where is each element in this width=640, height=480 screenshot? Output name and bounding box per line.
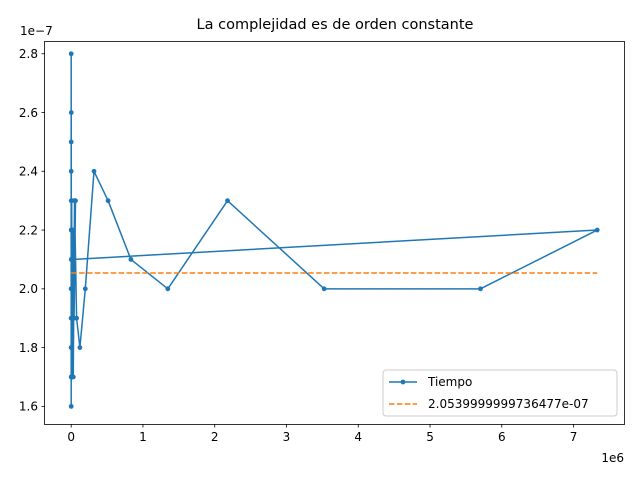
data-point	[70, 227, 76, 233]
x-tick-label: 4	[354, 430, 362, 444]
plot-area	[68, 51, 600, 409]
data-point	[70, 374, 75, 380]
data-point	[91, 168, 97, 174]
x-tick-label: 2	[211, 430, 219, 444]
data-point	[68, 168, 74, 174]
data-point	[225, 198, 230, 204]
y-tick-label: 1.6	[19, 400, 38, 414]
data-point	[594, 227, 600, 233]
x-tick-label: 0	[67, 430, 75, 444]
y-tick-label: 2.4	[19, 165, 38, 179]
y-tick-label: 2.2	[19, 223, 38, 237]
data-point	[165, 286, 171, 292]
y-tick-label: 2.6	[19, 106, 38, 120]
data-point	[478, 286, 483, 292]
legend-box	[382, 369, 618, 417]
y-tick-label: 2.8	[19, 47, 38, 61]
y-tick-label: 1.8	[19, 341, 38, 355]
data-point	[68, 139, 74, 145]
data-point	[77, 345, 83, 350]
data-point	[73, 198, 78, 204]
data-point	[68, 345, 74, 350]
data-point	[128, 257, 134, 262]
x-tick-label: 3	[283, 430, 291, 444]
x-tick-label: 7	[570, 430, 578, 444]
legend: Tiempo 2.0539999999736477e-07	[382, 369, 618, 417]
y-offset-label: 1e−7	[20, 24, 53, 38]
x-tick-label: 1	[139, 430, 147, 444]
x-tick-label: 5	[426, 430, 434, 444]
data-point	[71, 315, 77, 321]
legend-label-tiempo: Tiempo	[427, 375, 472, 389]
axes-frame	[44, 41, 625, 425]
data-point	[68, 51, 74, 57]
legend-label-mean: 2.0539999999736477e-07	[428, 397, 589, 411]
chart-title: La complejidad es de orden constante	[197, 17, 474, 33]
legend-marker-tiempo	[400, 379, 406, 385]
data-point	[69, 257, 75, 262]
x-tick-label: 6	[498, 430, 506, 444]
data-point	[69, 286, 74, 292]
data-point	[321, 286, 327, 292]
data-point	[82, 286, 88, 292]
data-point	[105, 198, 111, 204]
data-point	[68, 403, 74, 409]
x-offset-label: 1e6	[601, 451, 624, 465]
y-tick-label: 2.0	[19, 282, 38, 296]
data-point	[68, 110, 74, 115]
y-axis: 1.6 1.8 2.0 2.2 2.4 2.6 2.8	[19, 47, 45, 414]
